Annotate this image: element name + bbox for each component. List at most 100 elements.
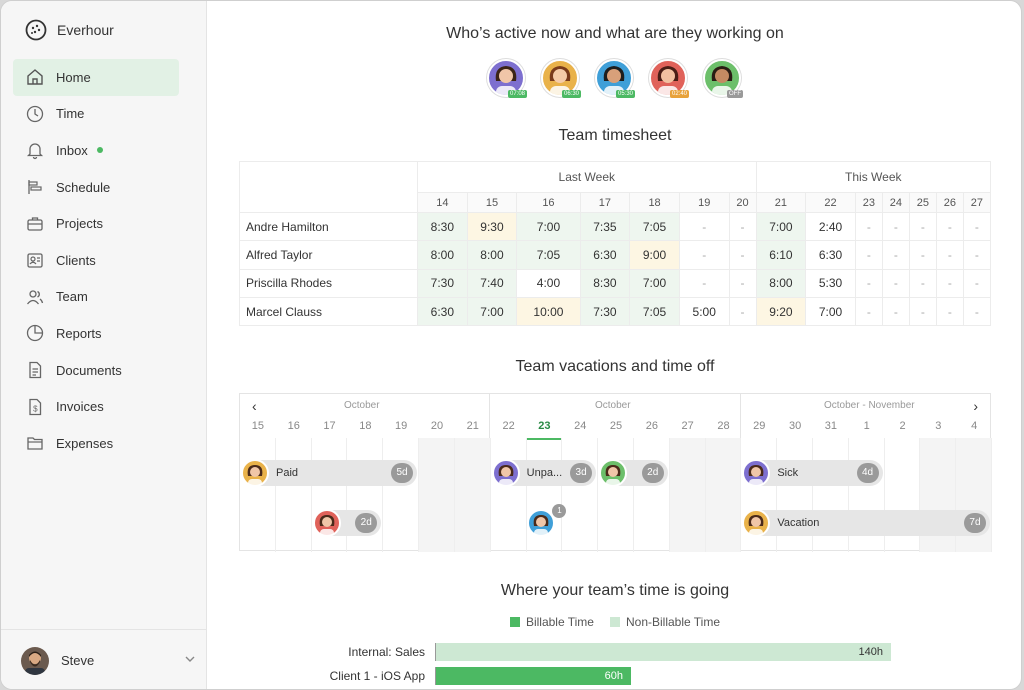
- time-cell[interactable]: -: [728, 268, 757, 298]
- time-cell[interactable]: -: [935, 296, 964, 327]
- time-cell[interactable]: 6:10: [755, 240, 807, 270]
- calendar-day: 29: [753, 420, 766, 432]
- table-row[interactable]: Marcel Clauss 6:30 7:00 10:00 7:30 7:05 5:00-9…: [239, 296, 992, 327]
- main-content: Who’s active now and what are they worki…: [207, 1, 1021, 689]
- sidebar-item-team[interactable]: Team: [13, 279, 179, 316]
- time-bar-row[interactable]: Internal: Sales 140h: [239, 643, 975, 661]
- vacation-bar[interactable]: Unpa... 3d: [491, 459, 597, 487]
- time-cell[interactable]: -: [908, 268, 937, 298]
- time-cell[interactable]: -: [935, 240, 964, 270]
- table-row[interactable]: Priscilla Rhodes 7:30 7:40 4:00 8:30 7:00- -8:…: [239, 268, 992, 298]
- time-cell[interactable]: 5:30: [805, 268, 856, 298]
- sidebar-item-invoices[interactable]: $ Invoices: [13, 388, 179, 425]
- time-cell[interactable]: -: [678, 211, 730, 242]
- time-cell[interactable]: -: [881, 268, 910, 298]
- vacation-bar[interactable]: 1: [527, 504, 567, 537]
- time-cell[interactable]: 9:20: [755, 296, 807, 327]
- time-cell[interactable]: 4:00: [516, 268, 581, 298]
- time-cell[interactable]: 7:00: [755, 211, 807, 242]
- sidebar-item-schedule[interactable]: Schedule: [13, 169, 179, 206]
- vacations-title: Team vacations and time off: [515, 358, 715, 375]
- time-cell[interactable]: -: [728, 240, 757, 270]
- time-cell[interactable]: 7:00: [805, 296, 856, 327]
- sidebar-item-expenses[interactable]: Expenses: [13, 425, 179, 462]
- active-person[interactable]: 05:30: [595, 59, 635, 98]
- vacation-bar[interactable]: 2d: [312, 509, 382, 537]
- sidebar-item-home[interactable]: Home: [13, 59, 179, 96]
- time-cell[interactable]: -: [908, 296, 937, 327]
- sidebar-item-documents[interactable]: Documents: [13, 352, 179, 389]
- chevron-down-icon[interactable]: [185, 654, 195, 664]
- time-cell[interactable]: -: [908, 240, 937, 270]
- vacation-bar[interactable]: 2d: [599, 459, 668, 487]
- time-cell[interactable]: 7:05: [629, 211, 680, 242]
- time-cell[interactable]: 8:00: [755, 268, 807, 298]
- active-person[interactable]: 06:30: [541, 59, 581, 98]
- time-cell[interactable]: 6:30: [579, 240, 631, 270]
- time-cell[interactable]: 7:05: [629, 296, 680, 327]
- time-cell[interactable]: 9:30: [466, 211, 518, 242]
- time-cell[interactable]: -: [962, 268, 992, 298]
- time-cell[interactable]: -: [935, 211, 964, 242]
- active-person[interactable]: OFF: [703, 59, 743, 98]
- time-cell[interactable]: 8:30: [417, 211, 468, 242]
- time-cell[interactable]: -: [728, 211, 757, 242]
- time-cell[interactable]: 7:40: [466, 268, 518, 298]
- time-cell[interactable]: 6:30: [417, 296, 468, 327]
- time-cell[interactable]: -: [881, 296, 910, 327]
- time-cell[interactable]: 6:30: [805, 240, 856, 270]
- user-menu[interactable]: Steve: [1, 629, 207, 689]
- time-cell[interactable]: -: [854, 211, 883, 242]
- corner-cell: [239, 192, 418, 213]
- day-header: 27: [962, 192, 992, 213]
- time-cell[interactable]: -: [854, 296, 883, 327]
- time-cell[interactable]: 8:00: [466, 240, 518, 270]
- time-bar-row[interactable]: Client 1 - iOS App 60h: [239, 667, 975, 685]
- sidebar-item-reports[interactable]: Reports: [13, 315, 179, 352]
- table-row[interactable]: Alfred Taylor 8:00 8:00 7:05 6:30 9:00- -6:10 6…: [239, 240, 992, 270]
- time-cell[interactable]: 9:00: [629, 240, 680, 270]
- time-cell[interactable]: -: [678, 268, 730, 298]
- calendar-day: 30: [788, 420, 802, 432]
- time-cell[interactable]: 5:00: [678, 296, 730, 327]
- sidebar-item-clients[interactable]: Clients: [13, 242, 179, 279]
- vacation-bar[interactable]: Vacation 7d: [742, 509, 990, 537]
- vacation-count-badge: 2d: [355, 513, 378, 533]
- next-arrow-icon[interactable]: ›: [973, 398, 978, 414]
- time-cell[interactable]: 7:00: [466, 296, 518, 327]
- time-cell[interactable]: 7:30: [579, 296, 631, 327]
- table-row[interactable]: Andre Hamilton 8:30 9:30 7:00 7:35 7:05- -7:00…: [239, 211, 992, 242]
- time-cell[interactable]: -: [962, 296, 992, 327]
- active-person[interactable]: 02:40: [649, 59, 689, 98]
- sidebar-item-time[interactable]: Time: [13, 96, 179, 133]
- vacation-bar[interactable]: Sick 4d: [742, 459, 883, 487]
- time-cell[interactable]: -: [728, 296, 757, 327]
- time-cell[interactable]: 10:00: [516, 296, 581, 327]
- active-person[interactable]: 07:08: [487, 59, 527, 98]
- time-cell[interactable]: 8:00: [417, 240, 468, 270]
- bar-track: 60h: [435, 667, 975, 685]
- time-cell[interactable]: -: [854, 240, 883, 270]
- time-cell[interactable]: 7:30: [417, 268, 468, 298]
- time-cell[interactable]: 7:35: [579, 211, 631, 242]
- time-cell[interactable]: -: [935, 268, 964, 298]
- time-cell[interactable]: -: [881, 211, 910, 242]
- sidebar-item-inbox[interactable]: Inbox: [13, 132, 179, 169]
- brand[interactable]: Everhour: [25, 19, 114, 41]
- sidebar-item-projects[interactable]: Projects: [13, 205, 179, 242]
- time-cell[interactable]: 7:00: [629, 268, 680, 298]
- time-cell[interactable]: -: [908, 211, 937, 242]
- vacation-bar[interactable]: Paid 5d: [241, 459, 418, 487]
- time-cell[interactable]: -: [962, 211, 992, 242]
- prev-arrow-icon[interactable]: ‹: [252, 398, 257, 414]
- calendar-column: [741, 438, 778, 552]
- time-cell[interactable]: -: [962, 240, 992, 270]
- time-cell[interactable]: -: [678, 240, 730, 270]
- time-cell[interactable]: 7:05: [516, 240, 581, 270]
- time-cell[interactable]: -: [854, 268, 883, 298]
- time-cell[interactable]: -: [881, 240, 910, 270]
- time-cell[interactable]: 8:30: [579, 268, 631, 298]
- day-header: 19: [678, 192, 730, 213]
- time-cell[interactable]: 2:40: [805, 211, 856, 242]
- time-cell[interactable]: 7:00: [516, 211, 581, 242]
